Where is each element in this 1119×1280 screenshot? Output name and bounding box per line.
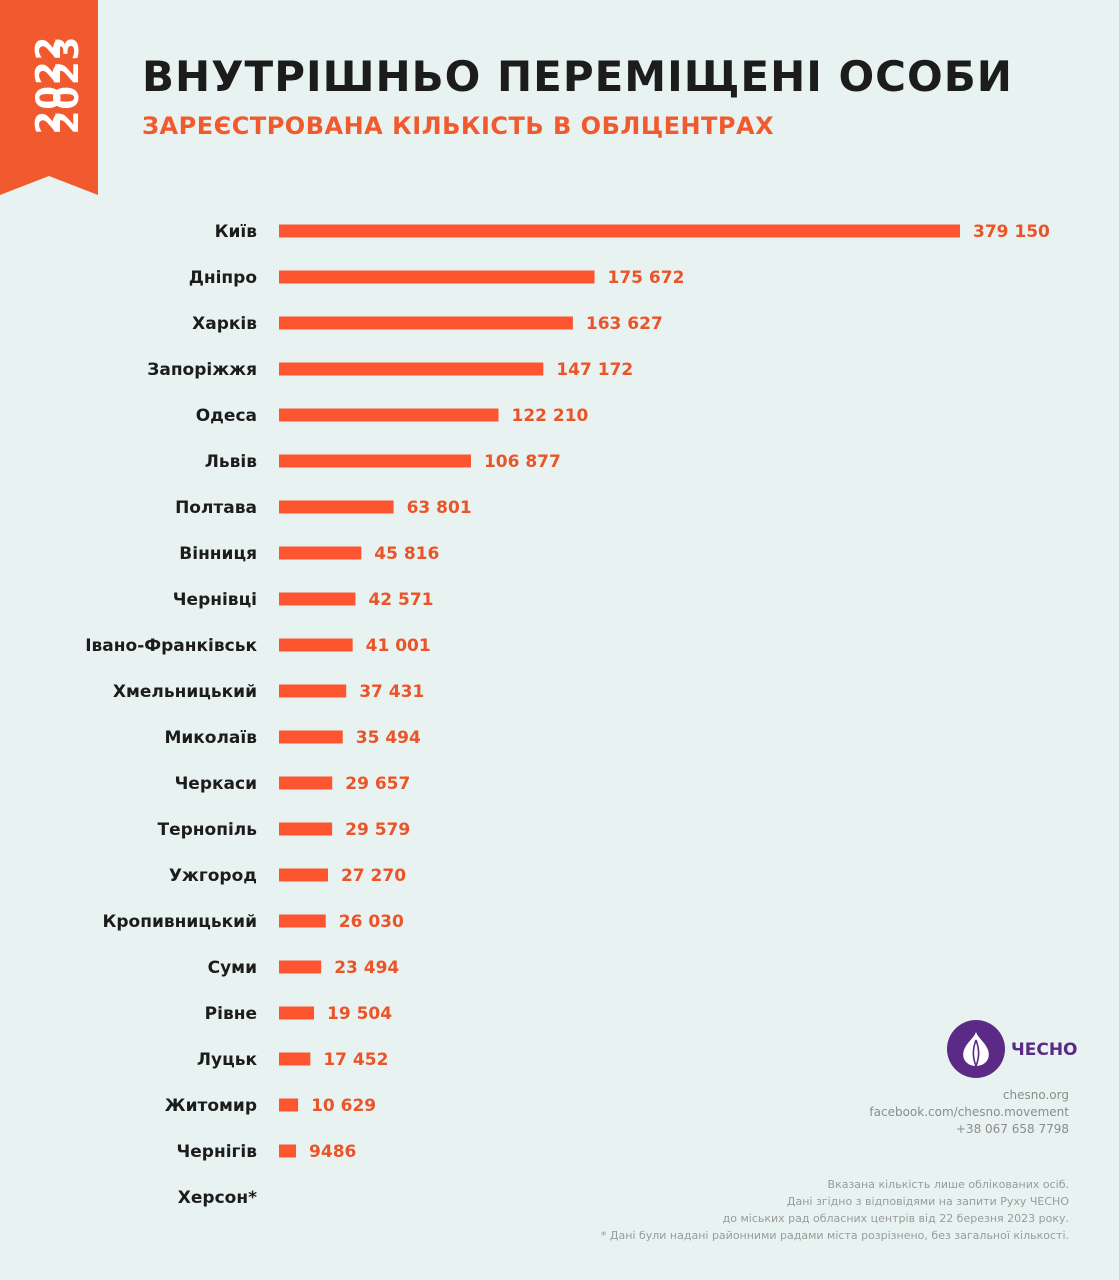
bar <box>279 730 343 744</box>
contacts: chesno.org facebook.com/chesno.movement … <box>869 1087 1069 1138</box>
bar <box>279 638 353 652</box>
value-label: 35 494 <box>356 728 421 748</box>
footnote-2: Дані згідно з відповідями на запити Руху… <box>786 1195 1069 1208</box>
idp-bar-chart: Київ 379 150 Дніпро 175 672 Харків 163 627 Зап… <box>85 222 1050 1208</box>
bar <box>279 362 544 376</box>
bar <box>279 1006 315 1020</box>
value-label: 379 150 <box>973 222 1050 242</box>
value-label: 10 629 <box>311 1096 376 1116</box>
value-label: 29 657 <box>345 774 410 794</box>
garlic-icon <box>947 1020 1005 1078</box>
category-label: Миколаїв <box>164 728 257 748</box>
value-label: 9486 <box>309 1142 356 1162</box>
bar <box>279 822 333 836</box>
category-label: Дніпро <box>189 268 257 288</box>
value-label: 163 627 <box>586 314 663 334</box>
year-ribbon: 2022 2023 <box>0 0 98 195</box>
bar <box>279 500 394 514</box>
bar <box>279 684 347 698</box>
value-label: 27 270 <box>341 866 406 886</box>
category-label: Луцьк <box>197 1050 258 1070</box>
value-label: 45 816 <box>374 544 439 564</box>
category-label: Тернопіль <box>158 820 258 840</box>
bar <box>279 1144 297 1158</box>
category-label: Херсон* <box>178 1188 257 1208</box>
category-label: Львів <box>205 452 257 472</box>
ribbon-shape <box>0 0 98 195</box>
category-label: Черкаси <box>175 774 257 794</box>
footnote-4: * Дані були надані районними радами міст… <box>600 1229 1069 1242</box>
footnote-1: Вказана кількість лише облікованих осіб. <box>827 1178 1069 1191</box>
brand-name: ЧЕСНО <box>1011 1040 1078 1060</box>
value-label: 42 571 <box>368 590 433 610</box>
category-label: Запоріжжя <box>147 360 257 380</box>
bar <box>279 776 333 790</box>
value-label: 41 001 <box>366 636 431 656</box>
category-label: Кропивницький <box>102 912 257 932</box>
value-label: 37 431 <box>359 682 424 702</box>
bar <box>279 316 573 330</box>
category-label: Івано-Франківськ <box>85 636 257 656</box>
page-subtitle: ЗАРЕЄСТРОВАНА КІЛЬКІСТЬ В ОБЛЦЕНТРАХ <box>142 112 775 140</box>
value-label: 106 877 <box>484 452 561 472</box>
phone-number: +38 067 658 7798 <box>955 1122 1069 1136</box>
category-label: Рівне <box>205 1004 257 1024</box>
category-label: Чернігів <box>177 1142 258 1162</box>
value-label: 122 210 <box>512 406 589 426</box>
chesno-logo[interactable]: ЧЕСНО <box>947 1020 1078 1080</box>
category-label: Харків <box>192 314 257 334</box>
value-label: 175 672 <box>608 268 685 288</box>
bar <box>279 960 322 974</box>
bar <box>279 270 595 284</box>
footnotes: Вказана кількість лише облікованих осіб.… <box>601 1176 1069 1244</box>
bar <box>279 868 328 882</box>
value-label: 19 504 <box>327 1004 392 1024</box>
bar <box>279 1052 311 1066</box>
value-label: 29 579 <box>345 820 410 840</box>
category-label: Суми <box>208 958 257 978</box>
category-label: Київ <box>215 222 258 242</box>
category-label: Хмельницький <box>113 682 257 702</box>
category-label: Житомир <box>165 1096 257 1116</box>
bar <box>279 914 326 928</box>
value-label: 26 030 <box>339 912 404 932</box>
bar <box>279 592 356 606</box>
category-label: Ужгород <box>169 866 257 886</box>
category-label: Вінниця <box>179 544 257 564</box>
category-label: Полтава <box>175 498 257 518</box>
value-label: 63 801 <box>407 498 472 518</box>
bar <box>279 454 471 468</box>
footnote-3: до міських рад обласних центрів від 22 б… <box>722 1212 1069 1225</box>
value-label: 23 494 <box>334 958 399 978</box>
bar <box>279 1098 299 1112</box>
bar <box>279 224 960 238</box>
category-label: Одеса <box>196 406 257 426</box>
value-label: 147 172 <box>556 360 633 380</box>
facebook-link[interactable]: facebook.com/chesno.movement <box>869 1105 1069 1119</box>
website-link[interactable]: chesno.org <box>1002 1088 1069 1102</box>
category-label: Чернівці <box>173 590 257 610</box>
value-label: 17 452 <box>323 1050 388 1070</box>
bar <box>279 546 362 560</box>
bar <box>279 408 499 422</box>
page-title: ВНУТРІШНЬО ПЕРЕМІЩЕНІ ОСОБИ <box>142 52 1013 101</box>
